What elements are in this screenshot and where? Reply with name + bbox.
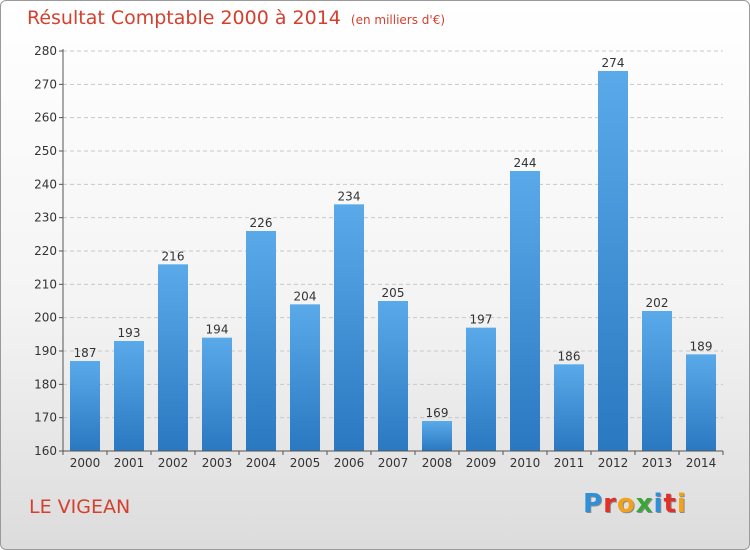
- bar: [378, 301, 408, 451]
- logo-letter: i: [653, 489, 664, 519]
- y-tick-label: 260: [34, 111, 57, 125]
- bar: [70, 361, 100, 451]
- logo-letter: x: [635, 489, 654, 519]
- x-tick-label: 2004: [246, 456, 277, 470]
- x-tick-label: 2010: [510, 456, 541, 470]
- x-tick-label: 2013: [642, 456, 673, 470]
- y-tick-label: 170: [34, 411, 57, 425]
- x-axis: 2000 2001 2002 2003 2004 2005 2006 2007 2008 2009…: [62, 450, 724, 470]
- bar: [422, 421, 452, 451]
- bar-value-label: 226: [250, 216, 273, 230]
- y-tick-label: 220: [34, 244, 57, 258]
- x-tick-label: 2007: [378, 456, 409, 470]
- logo-letter: i: [676, 489, 687, 519]
- bar-value-label: 186: [558, 349, 581, 363]
- bar-value-label: 205: [382, 286, 405, 300]
- y-tick-label: 190: [34, 344, 57, 358]
- place-name: LE VIGEAN: [29, 496, 131, 518]
- bar-value-label: 187: [74, 346, 97, 360]
- x-tick-label: 2003: [202, 456, 233, 470]
- bar: [642, 311, 672, 451]
- y-tick-label: 250: [34, 144, 57, 158]
- chart-title: Résultat Comptable 2000 à 2014 (en millie…: [27, 7, 445, 29]
- y-tick-label: 230: [34, 211, 57, 225]
- x-tick-label: 2002: [158, 456, 189, 470]
- y-axis: 160 170 180 190 200 210 220 230 240 250 260 270 280: [34, 44, 64, 458]
- x-tick-label: 2005: [290, 456, 321, 470]
- bar-value-label: 204: [294, 289, 317, 303]
- bar-value-label: 274: [602, 56, 625, 70]
- chart-title-text: Résultat Comptable 2000 à 2014: [27, 7, 341, 29]
- bar: [246, 231, 276, 451]
- bar: [510, 171, 540, 451]
- bar: [114, 341, 144, 451]
- y-tick-label: 280: [34, 44, 57, 58]
- bar: [202, 337, 232, 451]
- logo-letter: o: [616, 489, 636, 519]
- bar-value-label: 193: [118, 326, 141, 340]
- bar-value-label: 197: [470, 313, 493, 327]
- bar: [554, 364, 584, 451]
- bar-value-label: 189: [690, 339, 713, 353]
- bar-value-label: 194: [206, 323, 229, 337]
- bar: [466, 327, 496, 451]
- bar: [598, 71, 628, 451]
- x-tick-label: 2011: [554, 456, 585, 470]
- y-tick-label: 270: [34, 77, 57, 91]
- x-tick-label: 2006: [334, 456, 365, 470]
- chart-subtitle: (en milliers d'€): [350, 13, 446, 27]
- x-tick-label: 2008: [422, 456, 453, 470]
- bar: [290, 304, 320, 451]
- y-tick-label: 200: [34, 311, 57, 325]
- y-tick-label: 180: [34, 377, 57, 391]
- x-tick-label: 2009: [466, 456, 497, 470]
- bar-value-label: 244: [514, 156, 537, 170]
- bar-value-label: 202: [646, 296, 669, 310]
- bar-value-label: 216: [162, 249, 185, 263]
- x-tick-label: 2014: [686, 456, 717, 470]
- proxiti-logo[interactable]: Proxiti: [583, 489, 687, 519]
- bar-value-label: 234: [338, 189, 361, 203]
- logo-letter: t: [663, 489, 677, 519]
- bar: [158, 264, 188, 451]
- bar: [686, 354, 716, 451]
- y-tick-label: 210: [34, 277, 57, 291]
- y-tick-label: 240: [34, 177, 57, 191]
- logo-letter: r: [603, 489, 617, 519]
- bar: [334, 204, 364, 451]
- x-tick-label: 2001: [114, 456, 145, 470]
- x-tick-label: 2012: [598, 456, 629, 470]
- bar-value-label: 169: [426, 406, 449, 420]
- y-tick-label: 160: [34, 444, 57, 458]
- x-tick-label: 2000: [70, 456, 101, 470]
- bars: 187 193 216 194 226 204 234 205 169 197 244 186 274 2…: [70, 56, 716, 451]
- logo-letter: P: [583, 489, 604, 519]
